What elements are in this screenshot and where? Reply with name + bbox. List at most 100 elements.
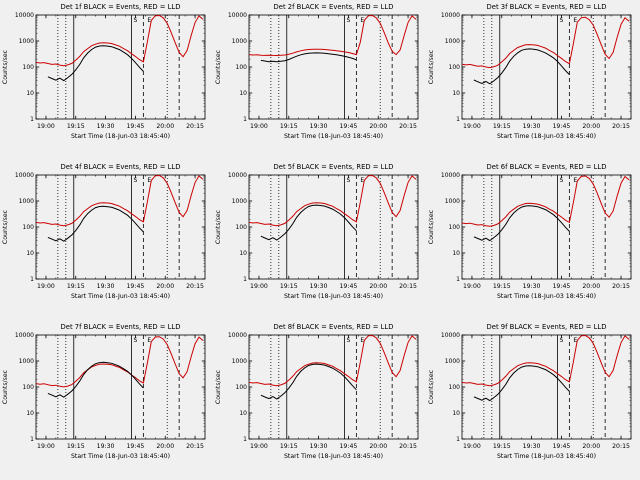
- events-curve: [260, 204, 357, 241]
- panel-title: Det 5f BLACK = Events, RED = LLD: [274, 163, 394, 171]
- y-tick-label: 10000: [441, 12, 460, 19]
- x-tick-label: 19:00: [37, 123, 55, 130]
- y-tick-label: 1: [456, 116, 460, 123]
- panel-title: Det 1f BLACK = Events, RED = LLD: [61, 3, 181, 11]
- x-tick-label: 19:45: [126, 123, 144, 130]
- events-curve: [47, 45, 144, 82]
- x-tick-label: 19:45: [339, 443, 357, 450]
- y-tick-label: 1: [243, 116, 247, 123]
- x-tick-label: 19:00: [250, 283, 268, 290]
- y-tick-label: 1000: [232, 38, 247, 45]
- chart-panel: 19:00 19:15 19:30 19:45 20:00 20:15 1 10 100 1000…: [426, 320, 639, 480]
- events-curve: [473, 48, 570, 85]
- x-tick-label: 20:00: [582, 443, 600, 450]
- y-axis-label: Counts/sec: [215, 209, 222, 244]
- annotation-label: E: [147, 177, 151, 184]
- y-tick-label: 100: [449, 64, 461, 71]
- y-tick-label: 1000: [19, 198, 34, 205]
- annotation-label: S: [134, 177, 138, 184]
- panel-title: Det 7f BLACK = Events, RED = LLD: [61, 323, 181, 331]
- x-tick-label: 19:00: [250, 123, 268, 130]
- events-curve: [47, 205, 144, 242]
- x-tick-label: 19:30: [310, 443, 328, 450]
- x-tick-label: 20:15: [612, 283, 630, 290]
- x-tick-label: 19:30: [310, 123, 328, 130]
- panel-title: Det 3f BLACK = Events, RED = LLD: [487, 3, 607, 11]
- y-tick-label: 1: [243, 436, 247, 443]
- y-axis-label: Counts/sec: [428, 369, 435, 404]
- plot-box: [35, 174, 206, 280]
- y-tick-label: 10000: [441, 332, 460, 339]
- y-tick-label: 1000: [19, 358, 34, 365]
- x-tick-label: 19:45: [552, 283, 570, 290]
- panel-title: Det 8f BLACK = Events, RED = LLD: [274, 323, 394, 331]
- y-tick-label: 1000: [232, 198, 247, 205]
- x-tick-label: 19:30: [97, 443, 115, 450]
- x-tick-label: 19:15: [280, 283, 298, 290]
- x-tick-label: 19:30: [310, 283, 328, 290]
- y-tick-label: 1: [30, 116, 34, 123]
- x-tick-label: 20:00: [156, 283, 174, 290]
- y-tick-label: 10000: [15, 172, 34, 179]
- x-axis-label: Start Time (18-Jun-03 18:45:40): [497, 453, 596, 460]
- x-axis-label: Start Time (18-Jun-03 18:45:40): [71, 133, 170, 140]
- y-axis-label: Counts/sec: [2, 49, 9, 84]
- annotation-label: S: [560, 177, 564, 184]
- x-tick-label: 19:30: [523, 123, 541, 130]
- y-tick-label: 1000: [232, 358, 247, 365]
- y-tick-label: 10000: [228, 332, 247, 339]
- y-tick-label: 10: [452, 250, 460, 257]
- y-tick-label: 1000: [445, 358, 460, 365]
- annotation-label: E: [147, 17, 151, 24]
- x-axis-label: Start Time (18-Jun-03 18:45:40): [497, 133, 596, 140]
- chart-canvas: 19:00 19:15 19:30 19:45 20:00 20:15 1 10 100 1000…: [2, 323, 206, 460]
- y-tick-label: 1000: [445, 38, 460, 45]
- lld-curve: [248, 334, 417, 387]
- chart-canvas: 19:00 19:15 19:30 19:45 20:00 20:15 1 10 100 1000…: [428, 323, 632, 460]
- x-tick-label: 20:15: [186, 123, 204, 130]
- chart-panel: 19:00 19:15 19:30 19:45 20:00 20:15 1 10 100 1000…: [213, 320, 426, 480]
- y-tick-label: 10: [239, 410, 247, 417]
- lld-curve: [461, 16, 630, 69]
- x-tick-label: 19:45: [339, 283, 357, 290]
- x-tick-label: 20:00: [582, 123, 600, 130]
- annotation-label: S: [134, 17, 138, 24]
- x-tick-label: 20:15: [399, 443, 417, 450]
- panel-title: Det 4f BLACK = Events, RED = LLD: [61, 163, 181, 171]
- x-tick-label: 19:15: [67, 283, 85, 290]
- x-tick-label: 20:00: [369, 443, 387, 450]
- y-axis-label: Counts/sec: [428, 209, 435, 244]
- y-tick-label: 1: [456, 276, 460, 283]
- x-tick-label: 19:45: [552, 123, 570, 130]
- annotation-label: E: [360, 177, 364, 184]
- x-tick-label: 19:30: [97, 123, 115, 130]
- y-tick-label: 100: [23, 384, 35, 391]
- x-tick-label: 19:45: [126, 283, 144, 290]
- x-tick-label: 19:30: [97, 283, 115, 290]
- y-tick-label: 100: [236, 224, 248, 231]
- panel-title: Det 6f BLACK = Events, RED = LLD: [487, 163, 607, 171]
- plot-box: [248, 14, 419, 120]
- x-tick-label: 20:00: [369, 123, 387, 130]
- annotation-label: S: [347, 177, 351, 184]
- chart-canvas: 19:00 19:15 19:30 19:45 20:00 20:15 1 10 100 1000…: [2, 163, 206, 300]
- x-axis-label: Start Time (18-Jun-03 18:45:40): [284, 293, 383, 300]
- chart-canvas: 19:00 19:15 19:30 19:45 20:00 20:15 1 10 100 1000…: [428, 163, 632, 300]
- plot-box: [248, 174, 419, 280]
- chart-panel: 19:00 19:15 19:30 19:45 20:00 20:15 1 10 100 1000…: [0, 320, 213, 480]
- x-tick-label: 20:15: [399, 283, 417, 290]
- x-tick-label: 19:45: [126, 443, 144, 450]
- lld-curve: [461, 175, 630, 227]
- annotation-label: E: [360, 337, 364, 344]
- chart-panel: 19:00 19:15 19:30 19:45 20:00 20:15 1 10 100 1000…: [213, 160, 426, 320]
- panel-title: Det 2f BLACK = Events, RED = LLD: [274, 3, 394, 11]
- x-axis-label: Start Time (18-Jun-03 18:45:40): [497, 293, 596, 300]
- x-tick-label: 20:00: [156, 443, 174, 450]
- lld-curve: [35, 174, 204, 227]
- annotation-label: E: [573, 177, 577, 184]
- y-tick-label: 10: [452, 410, 460, 417]
- chart-panel: 19:00 19:15 19:30 19:45 20:00 20:15 1 10 100 1000…: [0, 160, 213, 320]
- x-tick-label: 19:00: [37, 283, 55, 290]
- y-tick-label: 1: [243, 276, 247, 283]
